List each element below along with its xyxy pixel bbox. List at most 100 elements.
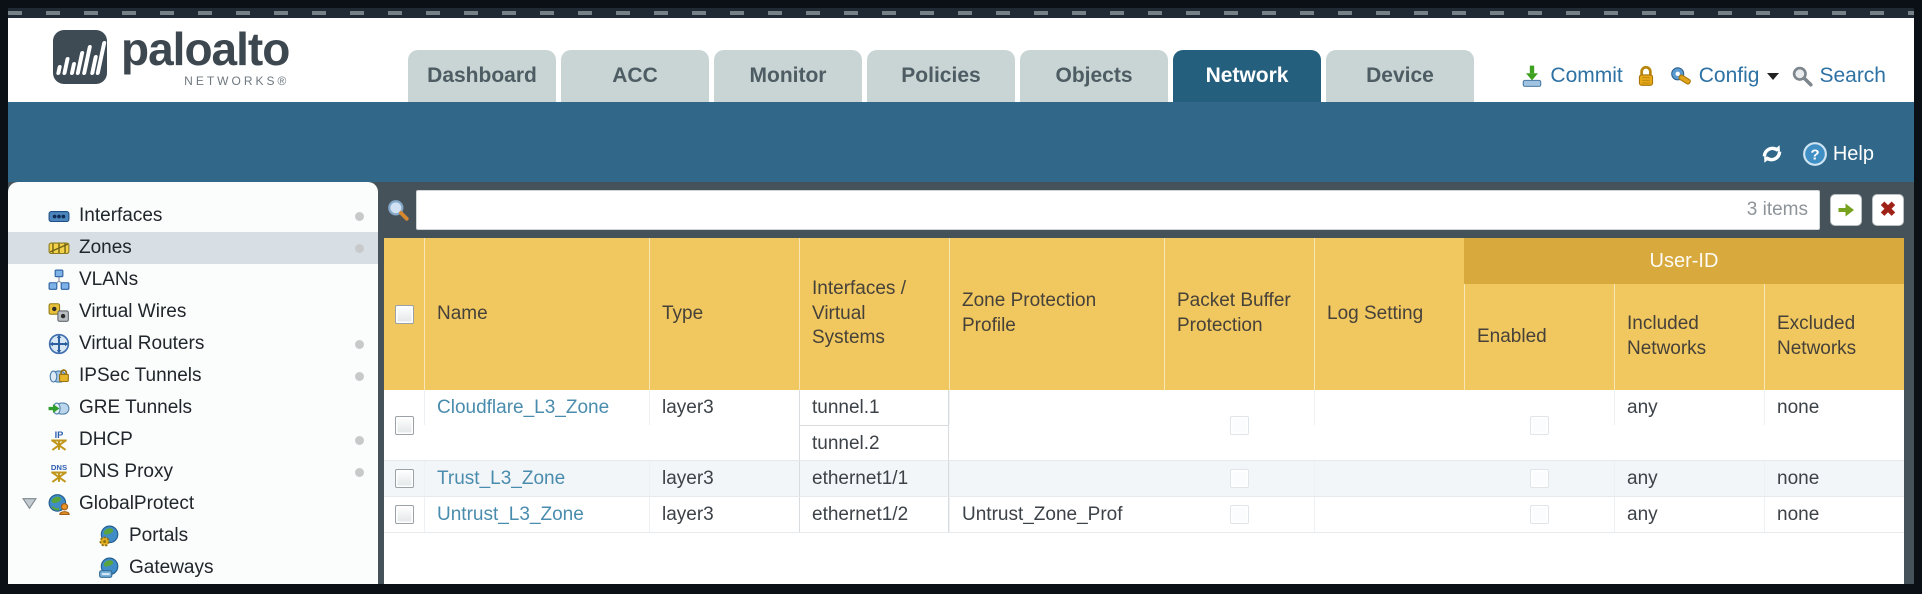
col-header-name[interactable]: Name — [424, 238, 649, 390]
zone-type-cell: layer3 — [649, 390, 799, 425]
expander-triangle-icon[interactable] — [22, 497, 37, 510]
user-id-enabled-checkbox[interactable] — [1529, 505, 1549, 524]
filter-input[interactable] — [416, 190, 1820, 230]
sidebar-item-ipsec-tunnels[interactable]: IPSec Tunnels — [8, 360, 378, 392]
sidebar-item-label: IPSec Tunnels — [79, 365, 202, 386]
table-row: Trust_L3_Zone layer3 ethernet1/1 any non… — [384, 461, 1904, 497]
excluded-networks-cell: none — [1764, 497, 1904, 532]
row-checkbox[interactable] — [394, 469, 414, 488]
user-id-group-header[interactable]: User-ID — [1464, 238, 1904, 284]
gre-tunnels-icon — [48, 397, 70, 419]
clear-filter-button[interactable]: ✖ — [1872, 194, 1904, 226]
content-area: Interfaces Zones VLANs Virtual Wires — [8, 182, 1914, 584]
tab-monitor[interactable]: Monitor — [714, 50, 862, 102]
select-all-cell — [384, 238, 424, 390]
commit-button[interactable]: Commit — [1520, 64, 1623, 88]
tab-acc[interactable]: ACC — [561, 50, 709, 102]
filter-field: 3 items — [416, 190, 1820, 230]
dns-proxy-icon: DNS — [48, 461, 70, 483]
sidebar-item-label: VLANs — [79, 269, 139, 290]
col-header-zone-protection-profile[interactable]: Zone Protection Profile — [949, 238, 1164, 390]
zone-name-link[interactable]: Cloudflare_L3_Zone — [437, 397, 610, 418]
tab-device[interactable]: Device — [1326, 50, 1474, 102]
packet-buffer-protection-cell — [1164, 461, 1314, 496]
gateways-icon — [98, 557, 120, 579]
sidebar-item-label: Zones — [79, 237, 132, 258]
user-id-enabled-checkbox[interactable] — [1529, 469, 1549, 488]
interface-entry: tunnel.1 — [799, 390, 949, 425]
table-empty-area — [384, 533, 1904, 584]
interface-entry: ethernet1/2 — [799, 497, 949, 532]
col-header-log-setting[interactable]: Log Setting — [1314, 238, 1464, 390]
sidebar-item-interfaces[interactable]: Interfaces — [8, 200, 378, 232]
table-header: Name Type Interfaces / Virtual Systems Z… — [384, 238, 1904, 390]
sidebar-item-portals[interactable]: Portals — [8, 520, 378, 552]
paloalto-wordmark: paloalto NETWORKS® — [121, 26, 290, 88]
interface-entry: tunnel.2 — [799, 425, 949, 460]
config-menu[interactable]: Config — [1669, 64, 1780, 88]
included-networks-cell: any — [1614, 390, 1764, 425]
excluded-networks-cell: none — [1764, 390, 1904, 425]
col-header-included-networks[interactable]: Included Networks — [1614, 284, 1764, 390]
zone-protection-profile-cell — [949, 390, 1164, 425]
row-checkbox[interactable] — [394, 505, 414, 524]
col-header-excluded-networks[interactable]: Excluded Networks — [1764, 284, 1904, 390]
brand-networks: NETWORKS® — [184, 74, 290, 88]
col-header-packet-buffer-protection[interactable]: Packet Buffer Protection — [1164, 238, 1314, 390]
tab-policies[interactable]: Policies — [867, 50, 1015, 102]
user-id-enabled-cell — [1464, 461, 1614, 496]
commit-label: Commit — [1550, 64, 1623, 87]
row-checkbox[interactable] — [394, 415, 414, 435]
main-nav-tabs: Dashboard ACC Monitor Policies Objects N… — [408, 50, 1474, 102]
sidebar-item-label: Portals — [129, 525, 189, 546]
item-count-dot — [355, 340, 364, 349]
apply-filter-button[interactable] — [1830, 194, 1862, 226]
packet-buffer-protection-checkbox[interactable] — [1229, 469, 1249, 488]
user-id-enabled-cell — [1464, 497, 1614, 532]
interfaces-icon — [48, 205, 70, 227]
sidebar-item-gateways[interactable]: Gateways — [8, 552, 378, 584]
sidebar-item-label: DNS Proxy — [79, 461, 173, 482]
excluded-networks-cell: none — [1764, 461, 1904, 496]
sidebar-item-gre-tunnels[interactable]: GRE Tunnels — [8, 392, 378, 424]
refresh-icon[interactable] — [1758, 140, 1786, 168]
select-all-checkbox[interactable] — [394, 304, 414, 324]
sidebar-item-virtual-routers[interactable]: Virtual Routers — [8, 328, 378, 360]
tab-network[interactable]: Network — [1173, 50, 1321, 102]
sidebar-item-dns-proxy[interactable]: DNS DNS Proxy — [8, 456, 378, 488]
col-header-enabled[interactable]: Enabled — [1464, 284, 1614, 390]
help-button[interactable]: ? Help — [1802, 141, 1874, 167]
packet-buffer-protection-checkbox[interactable] — [1229, 505, 1249, 524]
zone-name-link[interactable]: Trust_L3_Zone — [437, 468, 566, 489]
user-id-enabled-checkbox[interactable] — [1529, 415, 1549, 435]
sidebar-item-globalprotect[interactable]: GlobalProtect — [8, 488, 378, 520]
item-count-dot — [355, 436, 364, 445]
sidebar-item-label: Virtual Routers — [79, 333, 205, 354]
col-header-interfaces[interactable]: Interfaces / Virtual Systems — [799, 238, 949, 390]
vlans-icon — [48, 269, 70, 291]
item-count-dot — [355, 372, 364, 381]
sidebar-item-dhcp[interactable]: IP DHCP — [8, 424, 378, 456]
portals-icon — [98, 525, 120, 547]
sidebar-item-zones[interactable]: Zones — [8, 232, 378, 264]
apply-filter-icon — [1838, 203, 1854, 217]
zone-type-cell: layer3 — [649, 461, 799, 496]
header-band: paloalto NETWORKS® Dashboard ACC Monitor… — [8, 18, 1914, 102]
lock-icon[interactable] — [1635, 64, 1657, 88]
tab-dashboard[interactable]: Dashboard — [408, 50, 556, 102]
search-icon — [1793, 66, 1814, 87]
sidebar-item-vlans[interactable]: VLANs — [8, 264, 378, 296]
packet-buffer-protection-checkbox[interactable] — [1229, 415, 1249, 435]
row-select-cell — [384, 497, 424, 532]
sidebar-item-label: DHCP — [79, 429, 133, 450]
global-search[interactable]: Search — [1791, 64, 1886, 88]
zone-name-link[interactable]: Untrust_L3_Zone — [437, 504, 584, 525]
zone-interfaces-cell: tunnel.1 tunnel.2 — [799, 390, 949, 460]
dhcp-icon: IP — [48, 429, 70, 451]
tab-objects[interactable]: Objects — [1020, 50, 1168, 102]
page: paloalto NETWORKS® Dashboard ACC Monitor… — [8, 8, 1914, 584]
sidebar-item-virtual-wires[interactable]: Virtual Wires — [8, 296, 378, 328]
commit-icon — [1523, 65, 1542, 87]
col-header-type[interactable]: Type — [649, 238, 799, 390]
